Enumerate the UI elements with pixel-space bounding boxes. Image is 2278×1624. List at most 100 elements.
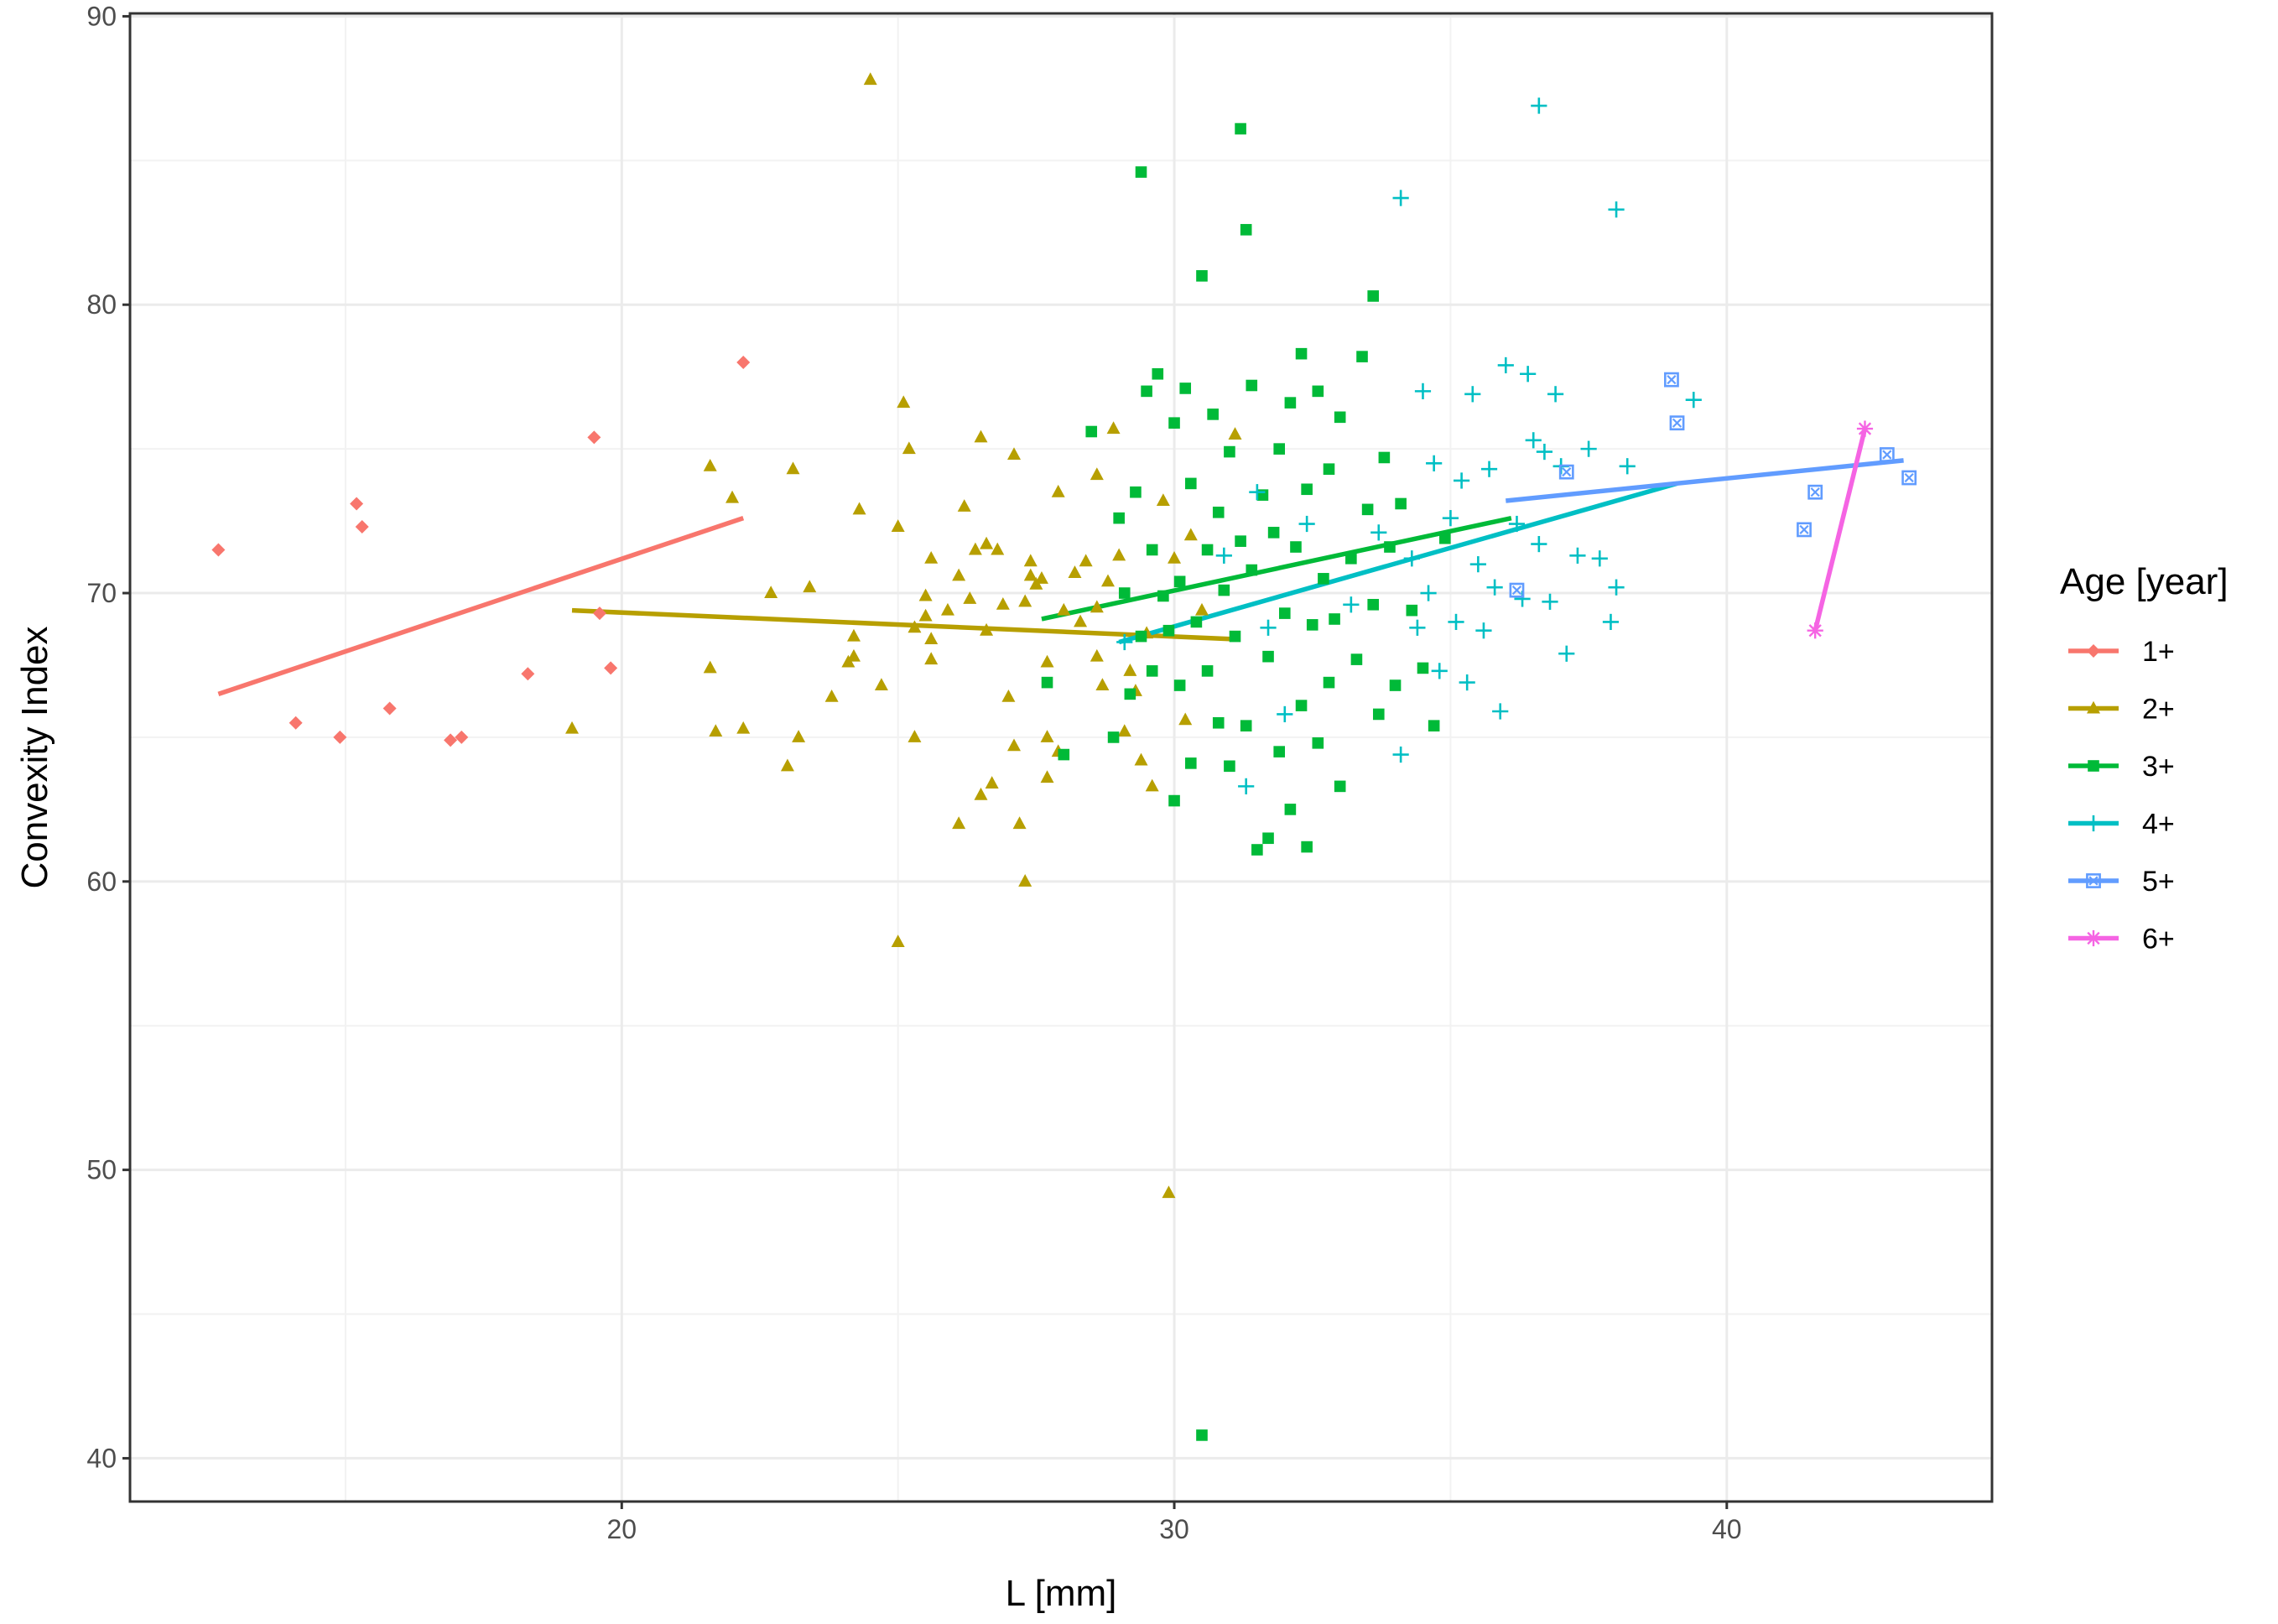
data-point-2+ bbox=[980, 536, 994, 549]
data-point-2+ bbox=[908, 620, 922, 633]
data-point-3+ bbox=[1345, 552, 1357, 565]
data-point-4+ bbox=[1277, 705, 1293, 723]
legend-marker-3+ bbox=[2088, 760, 2099, 772]
data-point-3+ bbox=[1196, 1429, 1208, 1441]
data-point-2+ bbox=[1018, 594, 1032, 607]
data-point-4+ bbox=[1480, 461, 1498, 477]
data-point-3+ bbox=[1201, 665, 1214, 677]
data-point-3+ bbox=[1041, 676, 1053, 689]
data-point-3+ bbox=[1334, 780, 1346, 793]
data-point-3+ bbox=[1135, 166, 1147, 178]
data-point-4+ bbox=[1298, 515, 1315, 533]
data-point-4+ bbox=[1608, 201, 1625, 218]
data-point-3+ bbox=[1318, 573, 1329, 585]
data-point-4+ bbox=[1475, 622, 1492, 639]
data-point-3+ bbox=[1246, 379, 1258, 392]
data-point-3+ bbox=[1141, 385, 1152, 398]
data-point-3+ bbox=[1152, 367, 1164, 380]
data-point-5+ bbox=[1509, 582, 1525, 598]
data-point-3+ bbox=[1312, 737, 1324, 749]
data-point-4+ bbox=[1116, 633, 1133, 651]
legend-marker-4+ bbox=[2085, 815, 2102, 832]
data-point-4+ bbox=[1619, 458, 1636, 475]
y-tick-label: 40 bbox=[86, 1443, 117, 1473]
data-point-3+ bbox=[1262, 832, 1274, 845]
y-axis-title: Convexity Index bbox=[14, 626, 55, 888]
data-point-3+ bbox=[1168, 794, 1180, 807]
data-point-4+ bbox=[1343, 596, 1360, 613]
data-point-2+ bbox=[1194, 602, 1209, 616]
data-point-4+ bbox=[1685, 392, 1702, 409]
data-point-5+ bbox=[1558, 464, 1574, 480]
data-point-4+ bbox=[1486, 579, 1503, 596]
data-point-3+ bbox=[1113, 512, 1125, 524]
data-point-4+ bbox=[1525, 432, 1542, 449]
data-point-3+ bbox=[1273, 746, 1286, 757]
data-point-2+ bbox=[924, 652, 939, 665]
data-point-3+ bbox=[1058, 748, 1070, 761]
data-point-3+ bbox=[1246, 564, 1258, 576]
data-point-2+ bbox=[952, 816, 966, 830]
data-point-2+ bbox=[1112, 548, 1126, 561]
data-point-5+ bbox=[1807, 484, 1823, 500]
data-point-3+ bbox=[1240, 720, 1252, 731]
legend-key-4+ bbox=[2068, 815, 2119, 832]
data-point-3+ bbox=[1323, 463, 1335, 476]
data-point-4+ bbox=[1392, 190, 1409, 206]
data-point-2+ bbox=[891, 934, 905, 948]
data-point-3+ bbox=[1212, 506, 1225, 518]
legend-label-5+: 5+ bbox=[2142, 866, 2175, 898]
data-point-2+ bbox=[974, 429, 988, 443]
data-point-2+ bbox=[908, 730, 922, 742]
x-axis-title: L [mm] bbox=[1006, 1573, 1117, 1614]
data-point-3+ bbox=[1278, 607, 1291, 619]
data-point-1+ bbox=[604, 661, 618, 675]
data-point-3+ bbox=[1251, 844, 1263, 856]
data-point-4+ bbox=[1426, 455, 1443, 471]
data-point-4+ bbox=[1249, 484, 1266, 501]
legend-label-6+: 6+ bbox=[2142, 924, 2175, 955]
data-point-2+ bbox=[874, 678, 888, 691]
legend-title: Age [year] bbox=[2060, 561, 2229, 602]
data-point-4+ bbox=[1591, 550, 1608, 567]
data-point-5+ bbox=[1664, 372, 1679, 388]
data-point-2+ bbox=[709, 724, 723, 737]
data-point-2+ bbox=[1145, 778, 1159, 792]
data-point-2+ bbox=[1057, 602, 1071, 616]
legend-label-1+: 1+ bbox=[2142, 636, 2175, 668]
data-point-2+ bbox=[863, 72, 877, 86]
data-point-5+ bbox=[1797, 522, 1812, 538]
data-point-4+ bbox=[1409, 619, 1426, 636]
data-point-3+ bbox=[1262, 650, 1274, 663]
data-point-2+ bbox=[1156, 493, 1170, 507]
legend-key-2+ bbox=[2068, 700, 2119, 714]
data-point-2+ bbox=[918, 588, 933, 601]
data-point-1+ bbox=[211, 543, 226, 557]
data-point-2+ bbox=[1090, 600, 1104, 613]
data-point-2+ bbox=[1228, 427, 1242, 440]
data-point-2+ bbox=[1034, 571, 1048, 584]
data-point-1+ bbox=[350, 497, 364, 511]
data-point-3+ bbox=[1389, 679, 1402, 691]
data-point-3+ bbox=[1372, 708, 1385, 721]
data-point-4+ bbox=[1492, 703, 1509, 720]
data-point-4+ bbox=[1602, 613, 1620, 631]
data-point-3+ bbox=[1406, 604, 1418, 617]
data-point-1+ bbox=[736, 355, 751, 369]
data-point-3+ bbox=[1124, 688, 1136, 700]
data-point-2+ bbox=[703, 458, 717, 471]
data-point-2+ bbox=[1007, 738, 1022, 752]
data-point-2+ bbox=[803, 580, 817, 593]
data-point-3+ bbox=[1207, 409, 1219, 420]
fit-line-6+ bbox=[1813, 428, 1868, 632]
data-point-2+ bbox=[1090, 648, 1104, 662]
data-point-2+ bbox=[985, 776, 999, 789]
data-point-2+ bbox=[824, 690, 839, 702]
data-point-2+ bbox=[918, 608, 933, 622]
fit-line-4+ bbox=[1118, 481, 1678, 645]
data-point-4+ bbox=[1414, 383, 1432, 399]
legend-label-3+: 3+ bbox=[2142, 751, 2175, 783]
data-point-3+ bbox=[1367, 598, 1379, 611]
data-point-1+ bbox=[587, 430, 601, 445]
